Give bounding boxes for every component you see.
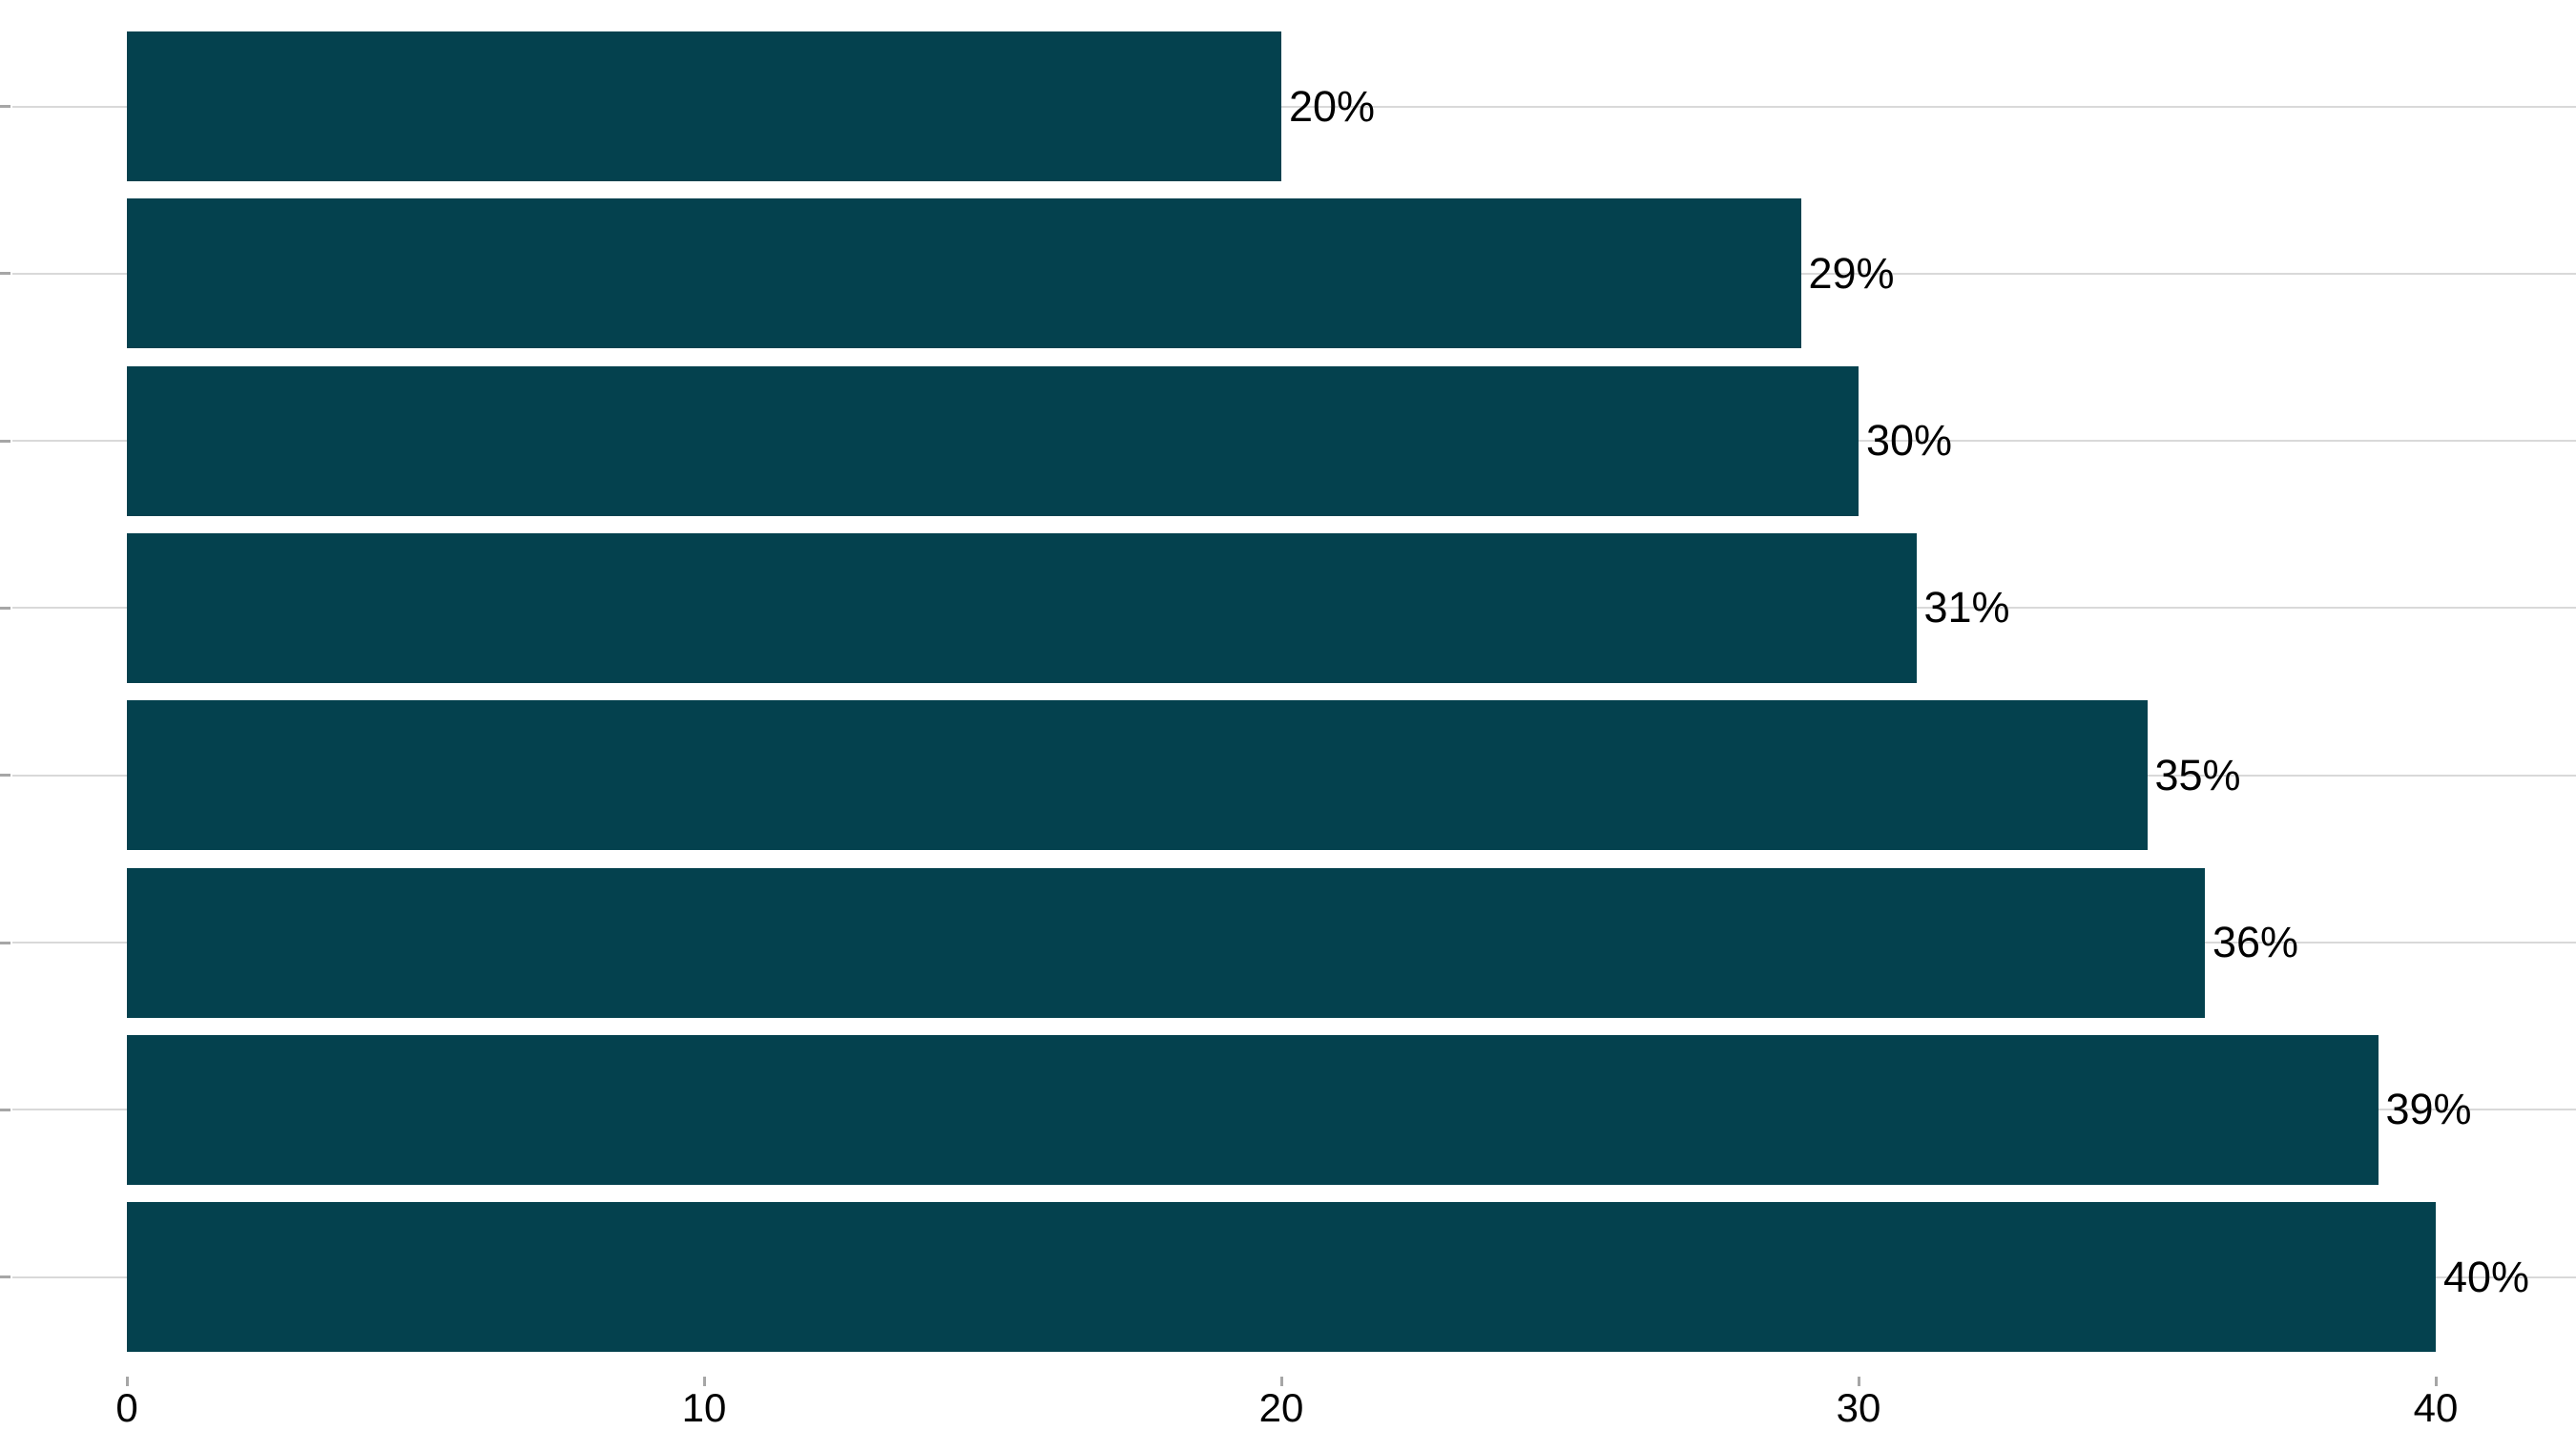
bar-value-label: 39% [2385, 1085, 2472, 1134]
x-axis-tick-label: 10 [681, 1385, 727, 1430]
x-axis-tick-label: 30 [1836, 1385, 1881, 1430]
y-axis-tick [0, 105, 10, 108]
gridline [12, 105, 2576, 108]
y-axis-tick [0, 272, 10, 276]
x-axis-tick [703, 1377, 706, 1386]
x-axis-tick [2435, 1377, 2438, 1386]
x-axis-tick-label: 20 [1258, 1385, 1304, 1430]
bar [127, 365, 1859, 516]
bar [127, 1034, 2379, 1185]
bar-value-label: 35% [2154, 750, 2241, 799]
y-axis-tick [0, 941, 10, 944]
x-axis-tick [126, 1377, 129, 1386]
bar [127, 700, 2148, 851]
bar-value-label: 30% [1866, 416, 1953, 466]
bar [127, 1202, 2436, 1353]
bar [127, 532, 1917, 683]
y-axis-tick [0, 774, 10, 778]
x-axis-tick-label: 0 [115, 1385, 138, 1430]
bar [127, 867, 2205, 1018]
bar-value-label: 20% [1289, 81, 1376, 131]
y-axis-tick [0, 1275, 10, 1279]
bar [127, 31, 1281, 181]
y-axis-tick [0, 1108, 10, 1111]
bar [127, 198, 1801, 349]
bar-value-label: 36% [2212, 918, 2299, 966]
x-axis-tick [1280, 1377, 1283, 1386]
bar-value-label: 31% [1923, 583, 2010, 633]
bar-value-label: 29% [1808, 248, 1895, 298]
x-axis-tick-label: 40 [2413, 1385, 2459, 1430]
y-axis-tick [0, 606, 10, 610]
bar-value-label: 40% [2443, 1252, 2530, 1301]
y-axis-tick [0, 439, 10, 443]
x-axis-tick [1858, 1377, 1860, 1386]
